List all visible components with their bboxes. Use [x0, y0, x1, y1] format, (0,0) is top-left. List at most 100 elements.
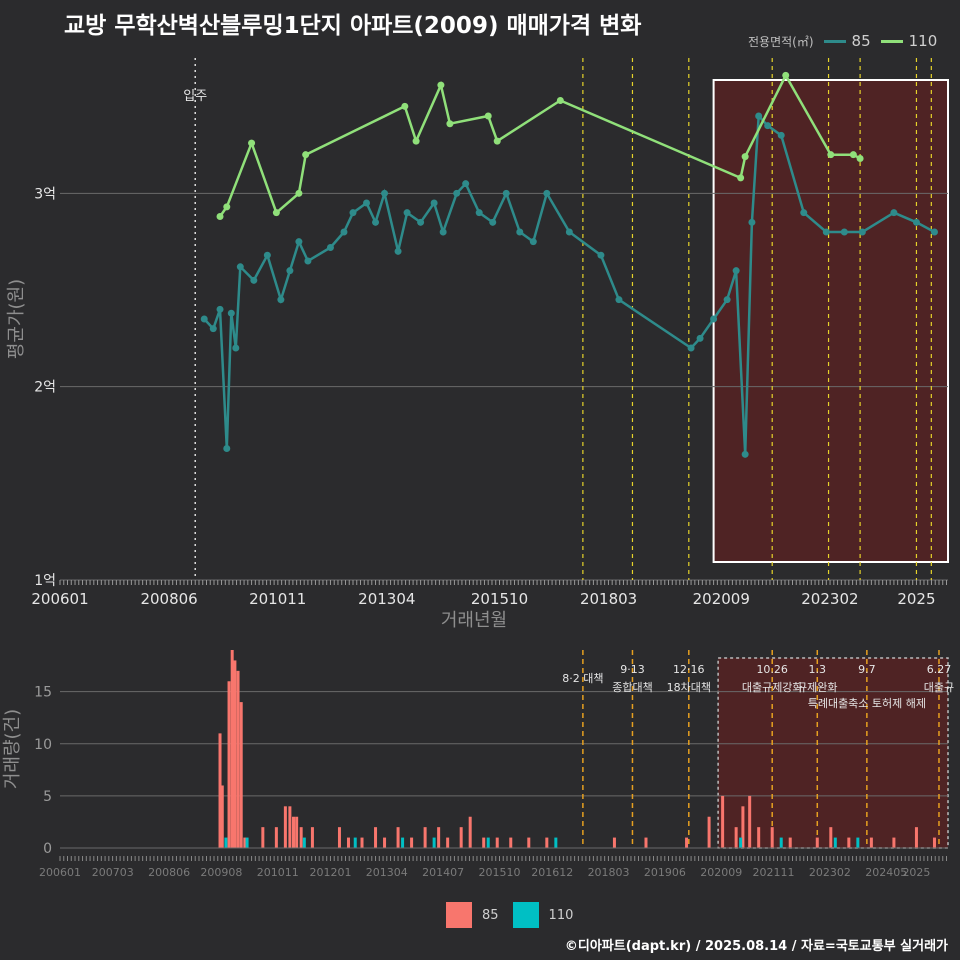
y-tick-label: 2억 — [34, 380, 56, 396]
policy-name: 종합대책 — [612, 681, 652, 694]
legend-bottom-item-85: 85 — [446, 902, 499, 928]
bar-85 — [230, 650, 234, 848]
data-point-85 — [417, 218, 425, 226]
data-point-110 — [437, 81, 445, 89]
policy-name: 특례대출축소 토허제 해제 — [808, 696, 926, 710]
bar-85 — [721, 795, 725, 848]
data-point-110 — [556, 97, 564, 105]
y-tick-label: 0 — [43, 841, 52, 857]
policy-date: 9·13 — [620, 663, 645, 676]
data-point-85 — [340, 228, 348, 236]
bar-85 — [914, 827, 918, 848]
data-point-85 — [349, 209, 357, 217]
y-tick-label: 5 — [43, 789, 52, 805]
data-point-85 — [822, 228, 830, 236]
highlight-box — [712, 79, 949, 563]
data-point-85 — [502, 189, 510, 197]
y-tick-label: 1억 — [34, 573, 56, 589]
bar-85 — [283, 806, 287, 848]
y-axis-title: 거래량(건) — [2, 709, 23, 789]
x-tick-label: 200908 — [200, 866, 242, 879]
data-point-110 — [737, 174, 745, 182]
bar-85 — [644, 837, 648, 848]
bar-85 — [288, 806, 292, 848]
legend-top: 전용면적(㎡) 85 110 — [748, 32, 937, 50]
data-point-85 — [755, 112, 763, 120]
bar-85 — [274, 827, 278, 848]
data-point-110 — [493, 137, 501, 145]
x-tick-label: 201803 — [588, 866, 630, 879]
legend-bottom-label-85: 85 — [482, 907, 499, 923]
data-point-85 — [723, 296, 731, 304]
x-tick-label: 201201 — [309, 866, 351, 879]
data-point-85 — [890, 209, 898, 217]
data-point-110 — [782, 71, 790, 79]
bar-85 — [446, 837, 450, 848]
data-point-85 — [930, 228, 938, 236]
legend-bottom-swatch-85 — [446, 902, 472, 928]
policy-name: 대출규제강화 — [742, 681, 803, 694]
policy-date: 9.7 — [858, 663, 876, 676]
price-chart: 1억 2억 3억 입주 200601 200806 201011 201304 201510 20… — [6, 58, 949, 631]
data-point-85 — [741, 450, 749, 458]
x-tick-label: 200806 — [140, 590, 197, 608]
bar-85 — [685, 837, 689, 848]
bar-85 — [261, 827, 265, 848]
policy-date: 1.3 — [809, 663, 827, 676]
x-tick-label: 201510 — [471, 590, 528, 608]
x-tick-label: 200601 — [31, 590, 88, 608]
bar-85 — [748, 795, 752, 848]
bar-110 — [432, 837, 436, 848]
bar-85 — [770, 827, 774, 848]
data-point-85 — [453, 189, 461, 197]
bar-85 — [239, 702, 243, 848]
data-point-85 — [858, 228, 866, 236]
policy-date: 6.27 — [927, 663, 952, 676]
data-point-85 — [800, 209, 808, 217]
data-point-85 — [381, 189, 389, 197]
data-point-85 — [372, 218, 380, 226]
policy-name: 18차대책 — [667, 681, 711, 694]
x-tick-label: 201304 — [358, 590, 415, 608]
x-tick-label: 202405 — [865, 866, 907, 879]
footer-credit: ©디아파트(dapt.kr) / 2025.08.14 / 자료=국토교통부 실… — [564, 939, 948, 954]
bar-110 — [779, 837, 783, 848]
x-tick-label: 201304 — [366, 866, 408, 879]
data-point-110 — [401, 102, 409, 110]
data-point-85 — [529, 238, 537, 246]
x-tick-label: 202302 — [809, 866, 851, 879]
bar-85 — [815, 837, 819, 848]
y-tick-label: 3억 — [34, 186, 56, 202]
data-point-85 — [748, 218, 756, 226]
bar-85 — [337, 827, 341, 848]
data-point-85 — [516, 228, 524, 236]
x-axis-title: 거래년월 — [441, 610, 507, 631]
bar-85 — [482, 837, 486, 848]
policy-name: 8·2 대책 — [562, 672, 603, 685]
bar-85 — [396, 827, 400, 848]
data-point-110 — [856, 155, 864, 163]
data-point-85 — [223, 445, 231, 453]
data-point-85 — [696, 334, 704, 342]
bar-110 — [302, 837, 306, 848]
legend-bottom-label-110: 110 — [548, 907, 574, 923]
bar-85 — [236, 670, 240, 848]
data-point-85 — [710, 315, 718, 323]
data-point-85 — [403, 209, 411, 217]
data-point-85 — [394, 247, 402, 255]
data-point-85 — [304, 257, 312, 265]
data-point-110 — [849, 151, 857, 159]
data-point-85 — [286, 267, 294, 275]
chart-title: 교방 무학산벽산블루밍1단지 아파트(2009) 매매가격 변화 — [64, 13, 642, 39]
y-tick-label: 10 — [34, 737, 52, 753]
data-point-110 — [302, 151, 310, 159]
policy-date: 12·16 — [673, 663, 705, 676]
data-point-85 — [439, 228, 447, 236]
bar-85 — [410, 837, 414, 848]
data-point-85 — [295, 238, 303, 246]
legend-bottom: 85 110 — [446, 902, 587, 928]
x-tick-label: 202009 — [700, 866, 742, 879]
data-point-110 — [248, 139, 256, 147]
data-point-85 — [326, 243, 334, 251]
data-point-85 — [227, 309, 235, 317]
